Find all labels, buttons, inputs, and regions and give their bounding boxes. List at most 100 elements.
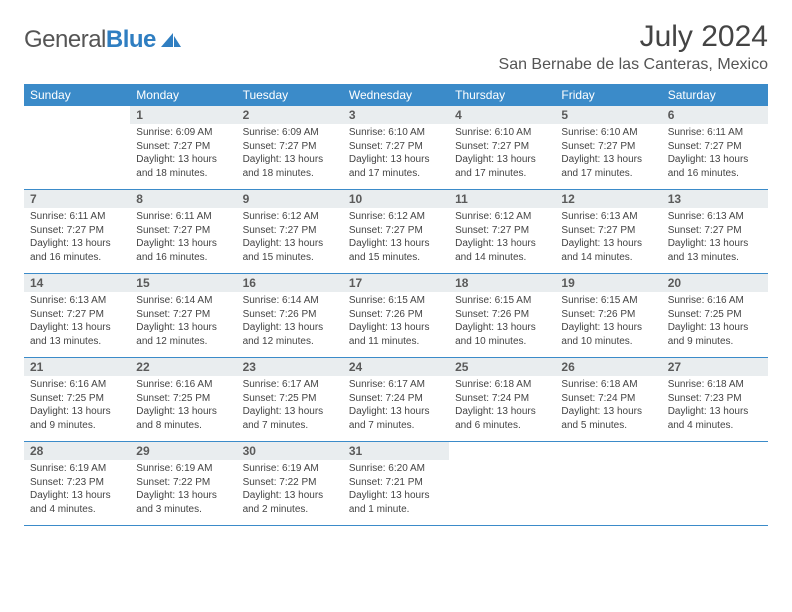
logo-sail-icon [159,31,183,49]
day-number: 22 [130,358,236,376]
day-number: 27 [662,358,768,376]
day-cell-16: 16Sunrise: 6:14 AMSunset: 7:26 PMDayligh… [237,274,343,358]
day-detail: Sunrise: 6:19 AMSunset: 7:22 PMDaylight:… [130,460,236,520]
day-number: 26 [555,358,661,376]
day-detail: Sunrise: 6:14 AMSunset: 7:26 PMDaylight:… [237,292,343,352]
daylight-line: Daylight: 13 hours and 14 minutes. [561,237,655,264]
day-cell-27: 27Sunrise: 6:18 AMSunset: 7:23 PMDayligh… [662,358,768,442]
sunset-line: Sunset: 7:24 PM [455,392,549,406]
day-detail: Sunrise: 6:11 AMSunset: 7:27 PMDaylight:… [130,208,236,268]
sunset-line: Sunset: 7:27 PM [243,224,337,238]
week-row: 21Sunrise: 6:16 AMSunset: 7:25 PMDayligh… [24,358,768,442]
day-cell-2: 2Sunrise: 6:09 AMSunset: 7:27 PMDaylight… [237,106,343,190]
daylight-line: Daylight: 13 hours and 5 minutes. [561,405,655,432]
day-detail: Sunrise: 6:11 AMSunset: 7:27 PMDaylight:… [662,124,768,184]
day-cell-1: 1Sunrise: 6:09 AMSunset: 7:27 PMDaylight… [130,106,236,190]
sunrise-line: Sunrise: 6:18 AM [561,378,655,392]
sunrise-line: Sunrise: 6:10 AM [455,126,549,140]
daylight-line: Daylight: 13 hours and 6 minutes. [455,405,549,432]
sunrise-line: Sunrise: 6:16 AM [136,378,230,392]
daylight-line: Daylight: 13 hours and 15 minutes. [243,237,337,264]
sunset-line: Sunset: 7:22 PM [136,476,230,490]
sunrise-line: Sunrise: 6:19 AM [243,462,337,476]
day-detail: Sunrise: 6:19 AMSunset: 7:22 PMDaylight:… [237,460,343,520]
daylight-line: Daylight: 13 hours and 17 minutes. [561,153,655,180]
sunset-line: Sunset: 7:24 PM [561,392,655,406]
sunrise-line: Sunrise: 6:14 AM [136,294,230,308]
week-row: 28Sunrise: 6:19 AMSunset: 7:23 PMDayligh… [24,442,768,526]
day-detail: Sunrise: 6:14 AMSunset: 7:27 PMDaylight:… [130,292,236,352]
daylight-line: Daylight: 13 hours and 18 minutes. [243,153,337,180]
daylight-line: Daylight: 13 hours and 16 minutes. [668,153,762,180]
day-cell-18: 18Sunrise: 6:15 AMSunset: 7:26 PMDayligh… [449,274,555,358]
daylight-line: Daylight: 13 hours and 1 minute. [349,489,443,516]
sunset-line: Sunset: 7:27 PM [243,140,337,154]
sunrise-line: Sunrise: 6:12 AM [455,210,549,224]
sunrise-line: Sunrise: 6:20 AM [349,462,443,476]
day-cell-4: 4Sunrise: 6:10 AMSunset: 7:27 PMDaylight… [449,106,555,190]
sunset-line: Sunset: 7:27 PM [668,224,762,238]
daylight-line: Daylight: 13 hours and 13 minutes. [30,321,124,348]
day-number: 11 [449,190,555,208]
day-cell-15: 15Sunrise: 6:14 AMSunset: 7:27 PMDayligh… [130,274,236,358]
sunrise-line: Sunrise: 6:12 AM [243,210,337,224]
day-cell-21: 21Sunrise: 6:16 AMSunset: 7:25 PMDayligh… [24,358,130,442]
sunset-line: Sunset: 7:27 PM [561,140,655,154]
logo: GeneralBlue [24,20,183,54]
sunset-line: Sunset: 7:26 PM [349,308,443,322]
day-cell-7: 7Sunrise: 6:11 AMSunset: 7:27 PMDaylight… [24,190,130,274]
day-number: 24 [343,358,449,376]
weeks-container: 1Sunrise: 6:09 AMSunset: 7:27 PMDaylight… [24,106,768,526]
sunset-line: Sunset: 7:26 PM [455,308,549,322]
day-detail: Sunrise: 6:18 AMSunset: 7:24 PMDaylight:… [555,376,661,436]
day-detail: Sunrise: 6:16 AMSunset: 7:25 PMDaylight:… [662,292,768,352]
day-detail: Sunrise: 6:09 AMSunset: 7:27 PMDaylight:… [237,124,343,184]
day-number: 29 [130,442,236,460]
sunrise-line: Sunrise: 6:10 AM [349,126,443,140]
day-detail: Sunrise: 6:12 AMSunset: 7:27 PMDaylight:… [237,208,343,268]
sunrise-line: Sunrise: 6:11 AM [136,210,230,224]
sunrise-line: Sunrise: 6:18 AM [455,378,549,392]
day-cell-17: 17Sunrise: 6:15 AMSunset: 7:26 PMDayligh… [343,274,449,358]
weekday-thursday: Thursday [449,84,555,106]
day-detail: Sunrise: 6:15 AMSunset: 7:26 PMDaylight:… [449,292,555,352]
day-detail: Sunrise: 6:13 AMSunset: 7:27 PMDaylight:… [555,208,661,268]
daylight-line: Daylight: 13 hours and 7 minutes. [349,405,443,432]
sunrise-line: Sunrise: 6:10 AM [561,126,655,140]
week-row: 7Sunrise: 6:11 AMSunset: 7:27 PMDaylight… [24,190,768,274]
daylight-line: Daylight: 13 hours and 4 minutes. [668,405,762,432]
day-cell-8: 8Sunrise: 6:11 AMSunset: 7:27 PMDaylight… [130,190,236,274]
day-number: 28 [24,442,130,460]
day-detail: Sunrise: 6:17 AMSunset: 7:25 PMDaylight:… [237,376,343,436]
day-cell-30: 30Sunrise: 6:19 AMSunset: 7:22 PMDayligh… [237,442,343,526]
day-cell-26: 26Sunrise: 6:18 AMSunset: 7:24 PMDayligh… [555,358,661,442]
sunset-line: Sunset: 7:21 PM [349,476,443,490]
sunset-line: Sunset: 7:25 PM [136,392,230,406]
sunrise-line: Sunrise: 6:18 AM [668,378,762,392]
daylight-line: Daylight: 13 hours and 17 minutes. [455,153,549,180]
logo-text: GeneralBlue [24,26,156,54]
daylight-line: Daylight: 13 hours and 18 minutes. [136,153,230,180]
daylight-line: Daylight: 13 hours and 16 minutes. [136,237,230,264]
day-cell-22: 22Sunrise: 6:16 AMSunset: 7:25 PMDayligh… [130,358,236,442]
sunrise-line: Sunrise: 6:13 AM [30,294,124,308]
day-detail: Sunrise: 6:10 AMSunset: 7:27 PMDaylight:… [449,124,555,184]
day-cell-28: 28Sunrise: 6:19 AMSunset: 7:23 PMDayligh… [24,442,130,526]
day-cell-3: 3Sunrise: 6:10 AMSunset: 7:27 PMDaylight… [343,106,449,190]
day-number: 16 [237,274,343,292]
daylight-line: Daylight: 13 hours and 3 minutes. [136,489,230,516]
day-detail: Sunrise: 6:20 AMSunset: 7:21 PMDaylight:… [343,460,449,520]
day-cell-19: 19Sunrise: 6:15 AMSunset: 7:26 PMDayligh… [555,274,661,358]
day-number: 18 [449,274,555,292]
weekday-friday: Friday [555,84,661,106]
logo-part1: General [24,26,106,53]
header: GeneralBlue July 2024 San Bernabe de las… [24,20,768,74]
sunrise-line: Sunrise: 6:12 AM [349,210,443,224]
day-detail: Sunrise: 6:18 AMSunset: 7:24 PMDaylight:… [449,376,555,436]
day-number: 31 [343,442,449,460]
day-number: 15 [130,274,236,292]
day-detail: Sunrise: 6:12 AMSunset: 7:27 PMDaylight:… [449,208,555,268]
weekday-wednesday: Wednesday [343,84,449,106]
day-number: 23 [237,358,343,376]
daylight-line: Daylight: 13 hours and 9 minutes. [30,405,124,432]
